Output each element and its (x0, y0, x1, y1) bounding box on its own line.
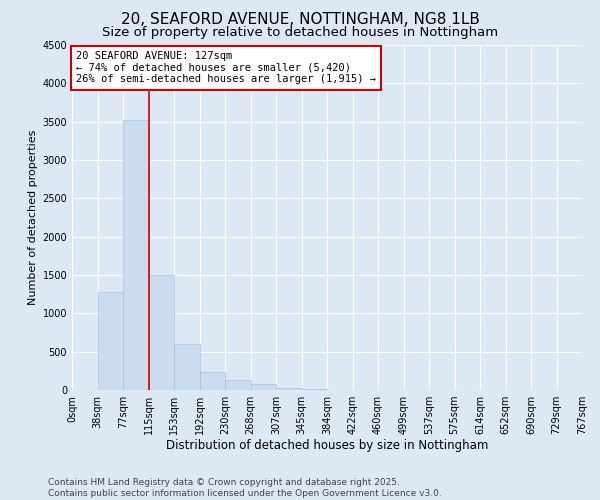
Bar (199, 372, 225, 390)
Bar (149, 275, 174, 390)
Bar (174, 344, 199, 390)
Text: Contains HM Land Registry data © Crown copyright and database right 2025.
Contai: Contains HM Land Registry data © Crown c… (48, 478, 442, 498)
Text: 20, SEAFORD AVENUE, NOTTINGHAM, NG8 1LB: 20, SEAFORD AVENUE, NOTTINGHAM, NG8 1LB (121, 12, 479, 28)
Bar (276, 388, 302, 390)
Bar (123, 120, 149, 390)
Bar (225, 380, 251, 390)
Text: 20 SEAFORD AVENUE: 127sqm
← 74% of detached houses are smaller (5,420)
26% of se: 20 SEAFORD AVENUE: 127sqm ← 74% of detac… (76, 51, 376, 84)
Bar (251, 384, 276, 390)
Bar (302, 389, 327, 390)
Y-axis label: Number of detached properties: Number of detached properties (28, 130, 38, 305)
Bar (97, 292, 123, 390)
X-axis label: Distribution of detached houses by size in Nottingham: Distribution of detached houses by size … (166, 438, 488, 452)
Text: Size of property relative to detached houses in Nottingham: Size of property relative to detached ho… (102, 26, 498, 39)
